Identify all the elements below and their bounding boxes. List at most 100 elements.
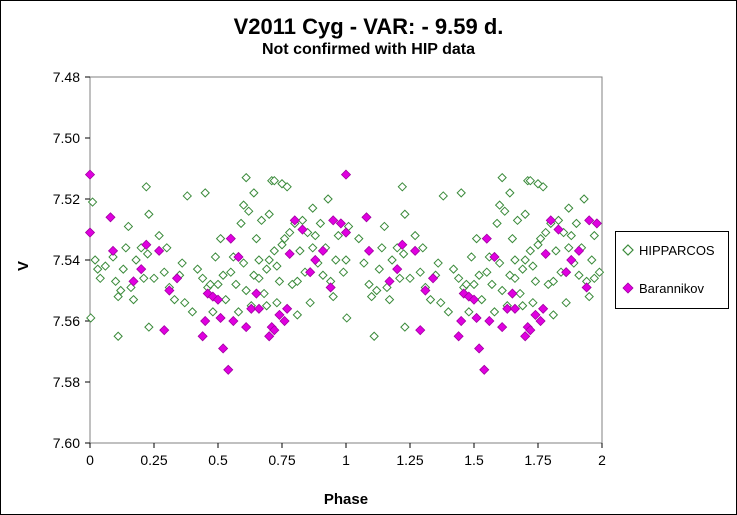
- barannikov-point: [502, 303, 513, 314]
- hipparcos-point: [121, 243, 131, 253]
- hipparcos-point: [333, 230, 344, 241]
- barannikov-point: [507, 288, 518, 299]
- hipparcos-point: [535, 233, 546, 244]
- barannikov-point: [269, 325, 280, 336]
- barannikov-point: [159, 325, 170, 336]
- hipparcos-point: [520, 209, 530, 219]
- barannikov-point: [105, 212, 116, 223]
- hipparcos-point: [233, 307, 244, 317]
- barannikov-point: [233, 251, 244, 263]
- hipparcos-point: [594, 267, 605, 277]
- y-axis-label: V: [15, 261, 32, 271]
- barannikov-point: [474, 343, 485, 354]
- barannikov-point: [489, 251, 500, 263]
- hipparcos-point: [254, 273, 264, 284]
- barannikov-point: [305, 267, 316, 278]
- barannikov-point: [328, 215, 339, 226]
- hipparcos-point: [384, 294, 395, 305]
- barannikov-point: [284, 248, 295, 259]
- series-hipparcos: [86, 172, 605, 341]
- x-tick-label: 1.75: [524, 452, 551, 468]
- legend-label-hipparcos: HIPPARCOS: [639, 242, 715, 258]
- hipparcos-point: [292, 310, 303, 320]
- y-tick-label: 7.60: [53, 435, 80, 451]
- hipparcos-point: [244, 206, 254, 216]
- hipparcos-point: [497, 285, 507, 296]
- legend-item-hipparcos: HIPPARCOS: [622, 242, 715, 258]
- hipparcos-point: [315, 218, 326, 229]
- hipparcos-point: [131, 255, 141, 265]
- barannikov-point: [282, 303, 293, 314]
- y-axis: 7.48 7.50 7.52 7.54 7.56 7.58 7.60: [53, 69, 90, 451]
- hipparcos-point: [584, 291, 594, 302]
- x-tick-label: 0.5: [208, 452, 228, 468]
- chart-title: V2011 Cyg - VAR: - 9.59 d.: [233, 14, 504, 39]
- barannikov-point: [361, 212, 372, 223]
- series-barannikov: [84, 169, 602, 375]
- barannikov-point: [84, 227, 96, 238]
- barannikov-point: [197, 331, 208, 342]
- hipparcos-point: [100, 261, 111, 271]
- barannikov-point: [479, 364, 490, 375]
- hipparcos-point: [86, 313, 96, 323]
- hipparcos-point: [331, 255, 341, 265]
- y-tick-label: 7.56: [53, 313, 80, 329]
- hipparcos-point: [159, 267, 169, 277]
- barannikov-point: [420, 285, 431, 296]
- hipparcos-point: [398, 249, 409, 259]
- barannikov-point: [274, 309, 285, 320]
- hipparcos-point: [282, 182, 292, 192]
- hipparcos-point: [418, 243, 428, 253]
- barannikov-point: [520, 331, 531, 342]
- x-axis: 0 0.25 0.5 0.75 1 1.25 1.5 1.75 2: [86, 443, 606, 468]
- hipparcos-point: [251, 233, 262, 244]
- hipparcos-point: [466, 252, 477, 262]
- y-tick-label: 7.48: [53, 69, 80, 85]
- hipparcos-point: [589, 273, 600, 284]
- barannikov-point: [218, 343, 229, 354]
- barannikov-point: [164, 285, 175, 296]
- barannikov-point: [525, 325, 536, 336]
- barannikov-point: [310, 254, 321, 266]
- barannikov-point: [200, 315, 211, 327]
- hipparcos-point: [323, 194, 333, 204]
- hipparcos-point: [515, 288, 525, 299]
- hipparcos-point: [436, 297, 446, 308]
- hipparcos-point: [405, 273, 415, 284]
- hipparcos-point: [261, 301, 272, 311]
- hipparcos-point: [272, 261, 282, 271]
- hipparcos-point: [318, 270, 328, 280]
- barannikov-point: [584, 215, 595, 226]
- hipparcos-point: [517, 301, 528, 311]
- barannikov-point: [317, 245, 329, 256]
- hipparcos-point: [256, 215, 267, 226]
- hipparcos-point: [548, 310, 559, 320]
- barannikov-point: [384, 276, 395, 287]
- hipparcos-point: [456, 188, 466, 198]
- hipparcos-point: [469, 279, 479, 290]
- hipparcos-point: [200, 188, 210, 198]
- hipparcos-point: [118, 264, 128, 274]
- hipparcos-point: [564, 203, 574, 213]
- hipparcos-point: [154, 230, 164, 241]
- barannikov-point: [530, 309, 541, 320]
- hipparcos-point: [369, 331, 379, 341]
- hipparcos-point: [507, 233, 518, 244]
- hipparcos-point: [464, 307, 474, 317]
- hipparcos-point: [261, 264, 272, 274]
- legend-label-barannikov: Barannikov: [639, 280, 705, 296]
- hipparcos-point: [540, 227, 551, 238]
- barannikov-point: [215, 312, 226, 324]
- hipparcos-point: [372, 285, 382, 296]
- hipparcos-point: [169, 294, 180, 305]
- x-tick-label: 2: [598, 452, 606, 468]
- hipparcos-point: [494, 200, 505, 210]
- hipparcos-point: [308, 243, 318, 253]
- hipparcos-point: [95, 273, 105, 284]
- hipparcos-point: [305, 297, 315, 308]
- hipparcos-point: [589, 230, 600, 241]
- chart-subtitle: Not confirmed with HIP data: [261, 41, 476, 58]
- barannikov-point: [363, 245, 375, 256]
- hipparcos-point: [492, 218, 502, 229]
